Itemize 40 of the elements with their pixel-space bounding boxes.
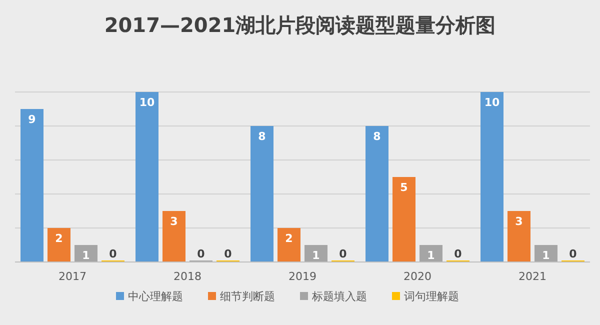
data-label: 3 xyxy=(170,215,178,228)
bar xyxy=(278,228,300,262)
data-label: 0 xyxy=(454,248,462,260)
data-label: 8 xyxy=(258,130,266,143)
data-label: 10 xyxy=(139,96,155,109)
data-label: 1 xyxy=(82,249,90,262)
data-label: 2 xyxy=(55,232,63,245)
bar xyxy=(392,177,416,262)
data-label: 2 xyxy=(285,232,293,245)
x-tick-label: 2018 xyxy=(174,270,202,283)
data-label: 1 xyxy=(312,249,320,262)
data-label: 0 xyxy=(197,248,206,260)
chart-title: 2017—2021湖北片段阅读题型题量分析图 xyxy=(104,13,496,37)
data-label: 1 xyxy=(542,249,550,262)
data-label: 0 xyxy=(109,248,118,260)
bar xyxy=(508,211,530,262)
legend-label: 细节判断题 xyxy=(220,290,275,303)
bar xyxy=(250,126,274,262)
legend-label: 中心理解题 xyxy=(128,290,183,303)
data-label: 8 xyxy=(373,130,381,143)
data-label: 10 xyxy=(484,96,500,109)
x-tick-label: 2019 xyxy=(288,270,316,283)
data-label: 5 xyxy=(400,181,408,194)
x-tick-label: 2021 xyxy=(518,270,546,283)
data-label: 9 xyxy=(28,113,36,126)
bar xyxy=(162,211,186,262)
x-tick-label: 2020 xyxy=(404,270,432,283)
bar xyxy=(20,109,44,262)
legend-label: 词句理解题 xyxy=(404,290,459,303)
bar xyxy=(48,228,70,262)
bar xyxy=(136,92,158,262)
data-label: 1 xyxy=(427,249,435,262)
x-tick-label: 2017 xyxy=(58,270,86,283)
bar xyxy=(480,92,504,262)
data-label: 0 xyxy=(224,248,232,260)
legend-label: 标题填入题 xyxy=(311,290,367,303)
data-label: 3 xyxy=(515,215,523,228)
bar xyxy=(366,126,388,262)
data-label: 0 xyxy=(569,248,578,260)
data-label: 0 xyxy=(339,248,348,260)
